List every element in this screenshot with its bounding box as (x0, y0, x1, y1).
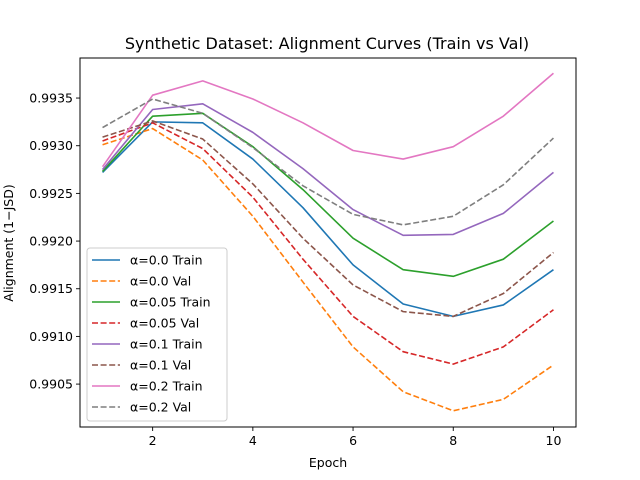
legend-label: α=0.0 Train (130, 253, 203, 268)
series-line-8 (102, 98, 554, 226)
y-tick-label: 0.9935 (29, 91, 73, 106)
series-line-5 (101, 102, 554, 237)
series-line-2 (102, 127, 554, 412)
legend-label: α=0.1 Train (130, 337, 203, 352)
legend-label: α=0.0 Val (130, 274, 191, 289)
legend-label: α=0.1 Val (130, 358, 191, 373)
series-line-3 (101, 112, 554, 278)
y-tick-label: 0.9920 (29, 234, 73, 249)
x-axis-label: Epoch (309, 455, 347, 470)
series-line-4 (102, 122, 554, 365)
x-tick-label: 2 (149, 433, 157, 448)
x-axis-ticks: 2 4 6 8 10 (149, 427, 562, 448)
y-tick-label: 0.9930 (29, 138, 73, 153)
plot-lines (101, 72, 554, 412)
x-tick-label: 4 (249, 433, 257, 448)
y-tick-label: 0.9905 (29, 377, 73, 392)
legend-label: α=0.2 Train (130, 379, 203, 394)
series-line-1 (101, 121, 554, 318)
series-line-7 (101, 72, 554, 168)
x-tick-label: 8 (449, 433, 457, 448)
y-tick-label: 0.9915 (29, 281, 73, 296)
y-tick-label: 0.9910 (29, 329, 73, 344)
series-line-6 (102, 120, 554, 318)
legend-label: α=0.2 Val (130, 400, 191, 415)
x-tick-label: 10 (546, 433, 562, 448)
chart-title: Synthetic Dataset: Alignment Curves (Tra… (125, 34, 529, 53)
legend-label: α=0.05 Train (130, 295, 211, 310)
y-axis-ticks: 0.9905 0.9910 0.9915 0.9920 0.9925 0.9930 0.99… (29, 91, 80, 392)
legend-box (86, 247, 228, 422)
x-tick-label: 6 (349, 433, 357, 448)
legend: α=0.0 Train α=0.0 Val α=0.05 Train α=0.05 V… (86, 247, 228, 422)
y-axis-label: Alignment (1−JSD) (1, 184, 16, 301)
y-tick-label: 0.9925 (29, 186, 73, 201)
legend-label: α=0.05 Val (130, 316, 199, 331)
plot-frame (79, 57, 577, 428)
